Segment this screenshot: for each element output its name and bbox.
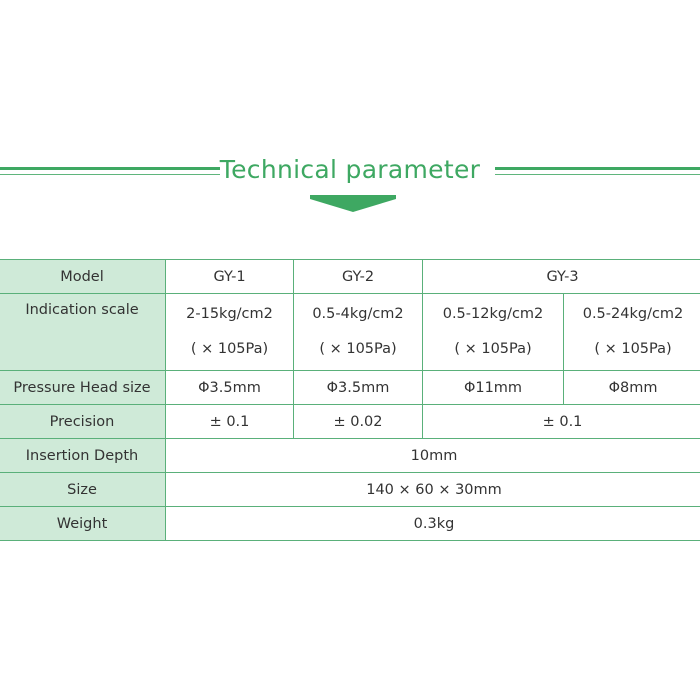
cell: Φ3.5mm: [165, 370, 294, 405]
cell: 0.5-24kg/cm2( × 105Pa): [562, 293, 700, 371]
cell: ± 0.02: [293, 404, 423, 439]
table-row-precision: Precision ± 0.1 ± 0.02 ± 0.1: [0, 404, 700, 439]
row-label: Size: [0, 472, 166, 507]
cell: 0.5-12kg/cm2( × 105Pa): [422, 293, 564, 371]
row-label: Indication scale: [0, 293, 166, 371]
spec-table: Model GY-1 GY-2 GY-3 Indication scale 2-…: [0, 259, 700, 541]
cell: ± 0.1: [421, 404, 700, 439]
cell: Φ8mm: [562, 370, 700, 405]
down-arrow-icon: [310, 195, 396, 212]
table-row-model: Model GY-1 GY-2 GY-3: [0, 259, 700, 294]
row-label: Model: [0, 259, 166, 294]
table-row-pressure-head-size: Pressure Head size Φ3.5mm Φ3.5mm Φ11mm Φ…: [0, 370, 700, 405]
cell: GY-3: [421, 259, 700, 294]
cell: 0.5-4kg/cm2( × 105Pa): [293, 293, 423, 371]
cell: 140 × 60 × 30mm: [164, 472, 700, 507]
cell: Φ11mm: [422, 370, 564, 405]
table-row-indication-scale: Indication scale 2-15kg/cm2( × 105Pa) 0.…: [0, 293, 700, 371]
table-row-size: Size 140 × 60 × 30mm: [0, 472, 700, 507]
cell: GY-1: [165, 259, 294, 294]
row-label: Weight: [0, 506, 166, 541]
row-label: Insertion Depth: [0, 438, 166, 473]
cell: ± 0.1: [165, 404, 294, 439]
table-row-insertion-depth: Insertion Depth 10mm: [0, 438, 700, 473]
row-label: Precision: [0, 404, 166, 439]
cell: 10mm: [164, 438, 700, 473]
cell: 2-15kg/cm2( × 105Pa): [165, 293, 294, 371]
row-label: Pressure Head size: [0, 370, 166, 405]
table-row-weight: Weight 0.3kg: [0, 506, 700, 541]
cell: GY-2: [293, 259, 423, 294]
cell: 0.3kg: [164, 506, 700, 541]
page-title: Technical parameter: [219, 155, 481, 184]
cell: Φ3.5mm: [293, 370, 423, 405]
